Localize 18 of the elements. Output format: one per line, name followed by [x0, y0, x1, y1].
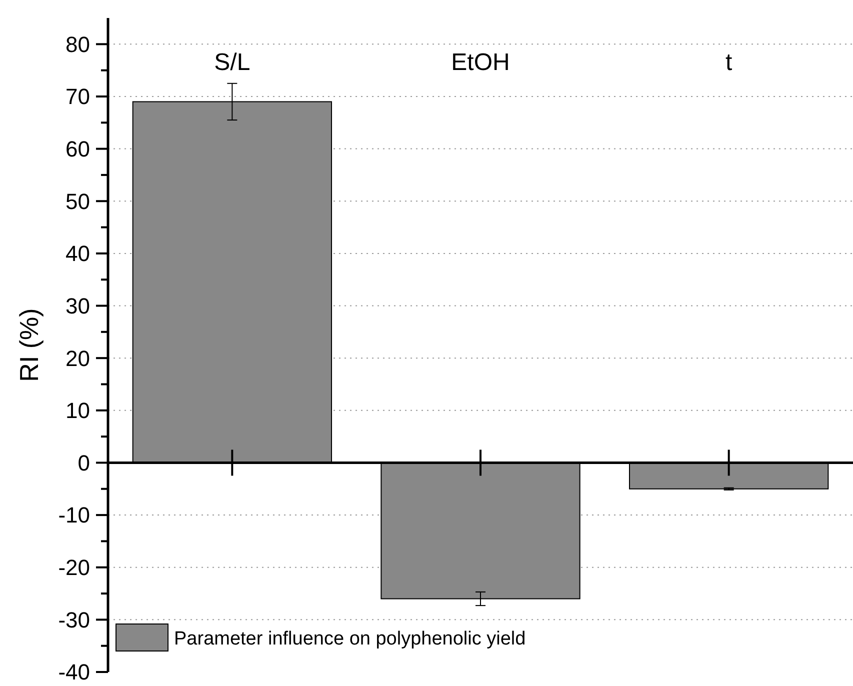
y-axis-title: RI (%) [14, 308, 44, 382]
y-tick-label: 60 [66, 136, 90, 162]
y-tick-label: 40 [66, 241, 90, 266]
y-tick-label: 30 [66, 293, 90, 318]
x-tick-label: EtOH [451, 49, 510, 76]
x-tick-label: t [725, 49, 732, 76]
y-tick-label: -30 [58, 607, 90, 632]
y-tick-label: -10 [58, 502, 90, 528]
y-tick-label: -40 [58, 660, 90, 685]
legend-label: Parameter influence on polyphenolic yield [174, 628, 526, 650]
y-tick-label: 0 [78, 450, 90, 476]
y-tick-label: 50 [66, 188, 90, 214]
y-tick-label: 10 [66, 398, 90, 424]
y-tick-label: -20 [58, 555, 90, 580]
x-tick-label: S/L [214, 49, 250, 76]
y-tick-label: 80 [66, 32, 90, 57]
y-tick-label: 70 [66, 84, 90, 110]
y-tick-label: 20 [66, 346, 90, 371]
